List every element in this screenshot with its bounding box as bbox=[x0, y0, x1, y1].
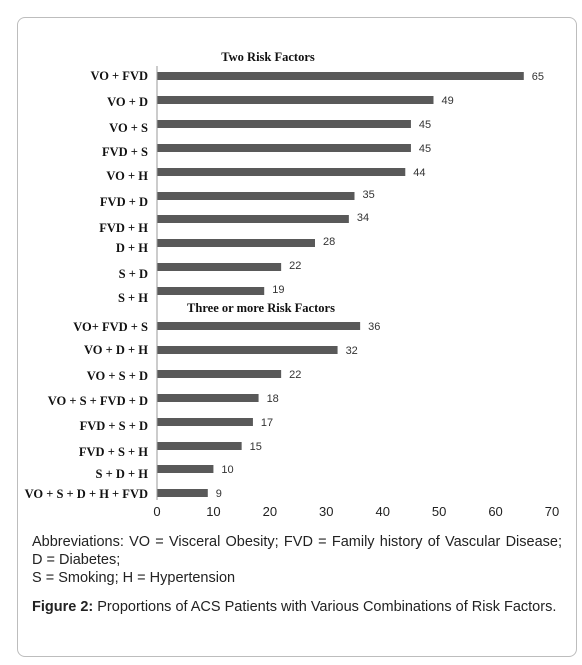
abbreviations-line-1: Abbreviations: VO = Visceral Obesity; FV… bbox=[32, 534, 562, 568]
bar-value-label: 19 bbox=[272, 284, 284, 296]
bar-category-label: VO+ FVD + S bbox=[73, 320, 148, 334]
bar-value-label: 22 bbox=[289, 260, 301, 272]
bar bbox=[157, 370, 282, 378]
section-title: Two Risk Factors bbox=[221, 50, 315, 64]
bar bbox=[157, 168, 406, 176]
x-tick-label: 30 bbox=[319, 504, 333, 519]
bar bbox=[157, 346, 338, 354]
abbreviations-note: Abbreviations: VO = Visceral Obesity; FV… bbox=[32, 533, 562, 587]
bar bbox=[157, 287, 265, 295]
bar bbox=[157, 442, 242, 450]
bar bbox=[157, 394, 259, 402]
figure-label: Figure 2: bbox=[32, 599, 94, 615]
bar bbox=[157, 489, 208, 497]
bar-value-label: 32 bbox=[346, 345, 358, 357]
bar-value-label: 65 bbox=[532, 71, 544, 83]
bar-category-label: S + D bbox=[119, 267, 148, 281]
bar-category-label: VO + S bbox=[109, 121, 148, 135]
x-tick-label: 60 bbox=[488, 504, 502, 519]
bar-category-label: VO + S + D + H + FVD bbox=[25, 487, 148, 501]
bar bbox=[157, 192, 355, 200]
bar-chart: Two Risk Factors VO + FVD 65 VO + D 49 VO + S… bbox=[25, 50, 560, 519]
bars-layer: Two Risk Factors VO + FVD 65 VO + D 49 VO + S… bbox=[25, 50, 544, 501]
bar-category-label: FVD + D bbox=[100, 195, 148, 209]
bar-category-label: VO + S + D bbox=[87, 369, 148, 383]
bar-category-label: FVD + S bbox=[102, 145, 148, 159]
figure-caption-text: Proportions of ACS Patients with Various… bbox=[93, 599, 557, 615]
bar bbox=[157, 322, 361, 330]
bar-category-label: VO + H bbox=[106, 169, 148, 183]
bar bbox=[157, 72, 524, 80]
section-title: Three or more Risk Factors bbox=[187, 301, 335, 315]
bar-value-label: 17 bbox=[261, 417, 273, 429]
x-ticks-layer: 0 10 20 30 40 50 60 70 bbox=[153, 504, 559, 519]
bar bbox=[157, 465, 214, 473]
bar bbox=[157, 418, 253, 426]
bar-category-label: D + H bbox=[116, 241, 148, 255]
bar-value-label: 36 bbox=[368, 321, 380, 333]
abbreviations-line-2: S = Smoking; H = Hypertension bbox=[32, 570, 236, 586]
bar-category-label: FVD + S + D bbox=[80, 419, 148, 433]
bar-category-label: FVD + S + H bbox=[79, 445, 148, 459]
x-tick-label: 50 bbox=[432, 504, 446, 519]
bar-value-label: 45 bbox=[419, 119, 431, 131]
bar-value-label: 49 bbox=[442, 95, 454, 107]
bar-value-label: 34 bbox=[357, 212, 369, 224]
bar-value-label: 9 bbox=[216, 488, 222, 500]
bar-category-label: VO + D + H bbox=[84, 343, 148, 357]
figure-caption: Figure 2: Proportions of ACS Patients wi… bbox=[32, 598, 562, 616]
bar-category-label: VO + D bbox=[107, 95, 148, 109]
bar-category-label: VO + S + FVD + D bbox=[48, 394, 148, 408]
bar-category-label: FVD + H bbox=[99, 221, 148, 235]
bar bbox=[157, 215, 349, 223]
bar-value-label: 10 bbox=[221, 464, 233, 476]
x-tick-label: 0 bbox=[153, 504, 160, 519]
bar-value-label: 28 bbox=[323, 236, 335, 248]
x-tick-label: 70 bbox=[545, 504, 559, 519]
bar-value-label: 18 bbox=[267, 393, 279, 405]
x-tick-label: 10 bbox=[206, 504, 220, 519]
bar-category-label: S + H bbox=[118, 291, 148, 305]
bar bbox=[157, 144, 411, 152]
bar-value-label: 35 bbox=[363, 189, 375, 201]
bar bbox=[157, 239, 315, 247]
bar-value-label: 22 bbox=[289, 369, 301, 381]
x-tick-label: 20 bbox=[263, 504, 277, 519]
bar-value-label: 45 bbox=[419, 143, 431, 155]
bar bbox=[157, 96, 434, 104]
bar bbox=[157, 120, 411, 128]
bar bbox=[157, 263, 282, 271]
bar-value-label: 44 bbox=[413, 167, 425, 179]
bar-value-label: 15 bbox=[250, 441, 262, 453]
bar-category-label: VO + FVD bbox=[90, 69, 148, 83]
x-tick-label: 40 bbox=[375, 504, 389, 519]
bar-category-label: S + D + H bbox=[96, 467, 149, 481]
